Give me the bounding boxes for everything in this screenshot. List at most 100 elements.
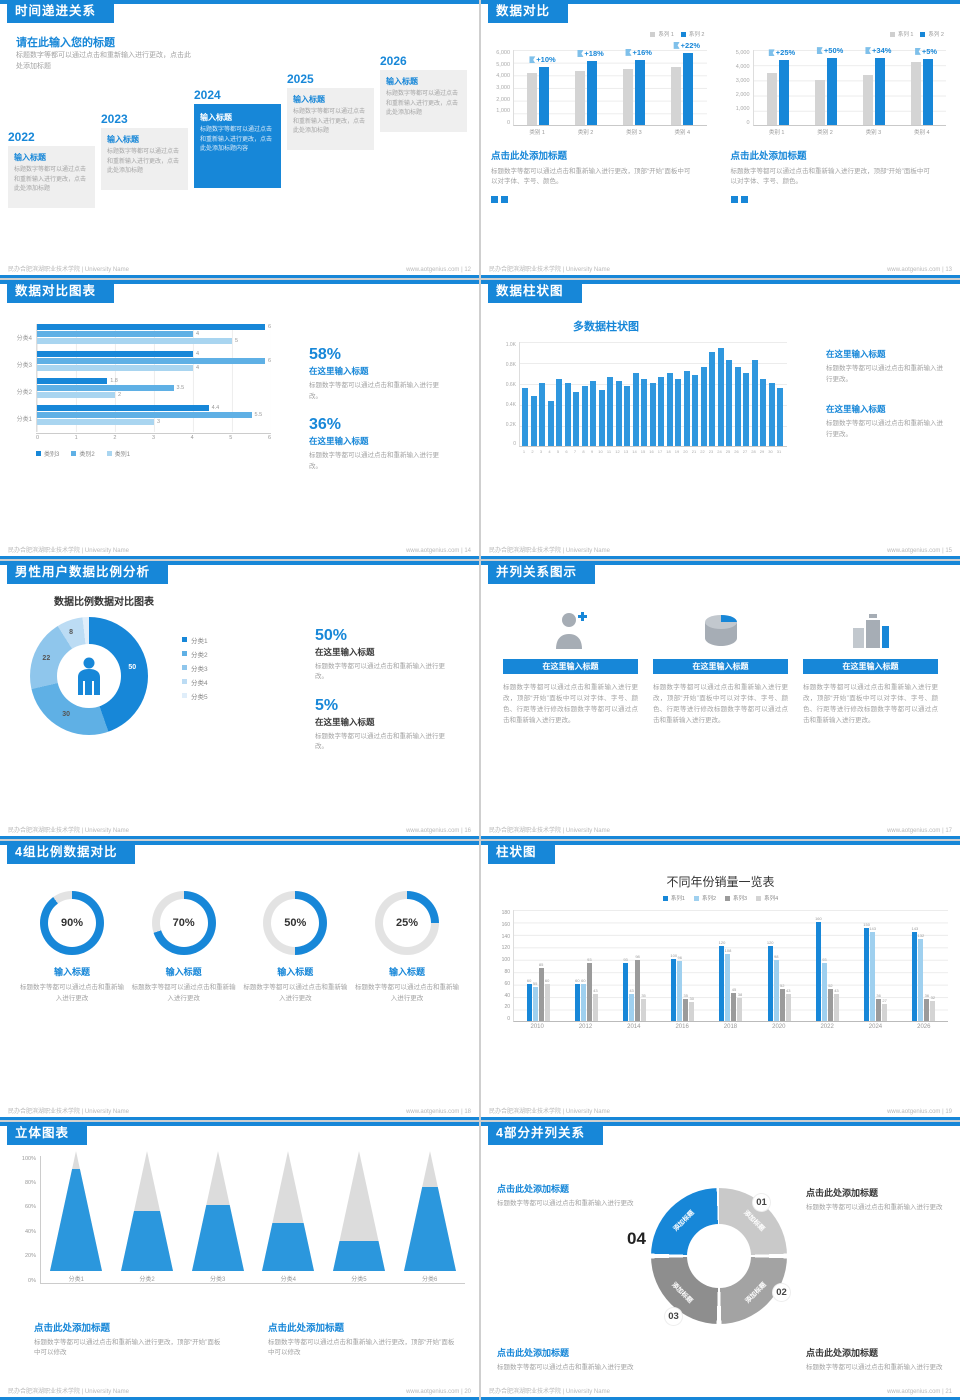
bar <box>632 372 639 447</box>
y-tick: 160 <box>501 921 510 928</box>
bar <box>590 381 596 447</box>
x-tick: 3 <box>151 435 156 442</box>
x-label: 31 <box>776 449 782 455</box>
title-strip <box>0 0 479 4</box>
legend-item: 类别3 <box>36 449 59 458</box>
x-label: 2010 <box>530 1024 544 1031</box>
flag-icon <box>914 47 921 55</box>
bar: 43 <box>592 988 598 1022</box>
value-label: 35 <box>683 993 688 999</box>
card-title: 输入标题 <box>53 967 90 978</box>
slide-data-comparison[interactable]: 数据对比 系列 1 系列 2 6,000 5,000 4,000 3,000 2,000 1,… <box>481 0 960 279</box>
value-label: 96 <box>677 955 682 961</box>
value-label: 4 <box>195 351 200 358</box>
footer-organization: 民办合肥滨湖职业技术学院 | University Name <box>8 267 129 274</box>
cone-shape <box>262 1150 315 1271</box>
bar: 98 <box>635 954 641 1022</box>
bar <box>675 379 681 447</box>
bar: 30 <box>689 996 695 1022</box>
ring-hole <box>382 899 431 948</box>
slice-value: 50 <box>128 664 137 672</box>
y-axis: 100% 80% 60% 40% 20% 0% <box>14 1156 40 1284</box>
slide-content: 添加标题 添加标题 添加标题 添加标题 01 02 03 04 点击此处添加标题 标题数字等都可以… <box>481 1148 960 1385</box>
slide-title: 4部分并列关系 <box>488 1121 603 1145</box>
bar-group: 100 96 35 30 <box>670 953 695 1022</box>
slide-three-d-chart[interactable]: 立体图表 100% 80% 60% 40% 20% 0% 分类1 分类2 分类3 分类4 分类5 分类… <box>0 1121 479 1400</box>
bar: 108 <box>725 948 731 1022</box>
y-tick: 0 <box>507 1016 510 1023</box>
slide-four-ratio-comparison[interactable]: 4组比例数据对比 90% 输入标题 标题数字等都可以通过点击和重新输入进行更改 70%… <box>0 841 479 1120</box>
slide-column-chart[interactable]: 柱状图 不同年份销量一览表 系列1 系列2 系列3 系列4 180 160 140 120 1… <box>481 841 960 1120</box>
cylinder-icon <box>653 609 788 651</box>
y-tick: 80% <box>24 1179 36 1186</box>
slide-data-comparison-chart[interactable]: 数据对比图表 分类4 分类3 分类2 分类1 6 4 5 4 6 4 1.8 3.5 2 4.4 5.5 3 0… <box>0 280 479 559</box>
series2-bar <box>635 59 646 125</box>
step-body: 标题数字等都可以通过点击和重新输入进行更改，点击此处添加标题 <box>107 149 180 175</box>
value-label: 143 <box>869 926 876 932</box>
legend-item: 分类1 <box>182 635 208 645</box>
series2-bar <box>683 52 694 125</box>
section-heading: 请在此输入您的标题 <box>16 37 115 49</box>
ring-percent: 70% <box>172 917 195 930</box>
y-axis: 5,000 4,000 3,000 2,000 1,000 0 <box>731 50 753 126</box>
footer-strip <box>0 555 479 559</box>
bar: 60 <box>544 978 550 1022</box>
legend-item: 系列2 <box>693 894 716 902</box>
step-title: 输入标题 <box>386 77 418 86</box>
footer-strip <box>0 1396 479 1400</box>
slide-male-user-ratio[interactable]: 男性用户数据比例分析 数据比例数据对比图表 50 30 22 8 分类1 分类2 分类3 分… <box>0 560 479 840</box>
block-body: 标题数字等都可以通过点击和重新输入进行更改，顶部“开始”面板中可以修改 <box>268 1338 455 1356</box>
category-labels: 分类4 分类3 分类2 分类1 <box>10 324 36 432</box>
slide-parallel-relationship[interactable]: 并列关系图示 在这里输入标题 标题数字等都可以通过点击和重新输入进行更改，顶部“开… <box>481 560 960 840</box>
slide-content: 系列 1 系列 2 6,000 5,000 4,000 3,000 2,000 1,000 0 +… <box>481 26 960 263</box>
stats-column: 58% 在这里输入标题 标题数字等都可以通过点击和重新输入进行更改。 36% 在这里输入… <box>305 316 479 543</box>
title-strip <box>0 280 479 285</box>
y-tick: 0.4K <box>505 401 516 408</box>
bar-row: 3 <box>37 419 271 426</box>
plot-area: 60 55 85 60 60 60 93 43 93 43 98 35 100 96 35 30 120 108 4… <box>513 910 948 1023</box>
block-title: 点击此处添加标题 <box>268 1322 345 1334</box>
y-tick: 20 <box>504 1004 510 1011</box>
card-body: 标题数字等都可以通过点击和重新输入进行更改 <box>131 984 236 1002</box>
flag-icon <box>529 56 536 64</box>
segment-number: 02 <box>773 1283 790 1301</box>
bar-row: 5.5 <box>37 412 271 419</box>
slide-title: 柱状图 <box>488 841 555 865</box>
bar-group: +34% <box>856 46 892 125</box>
stat-block: 5% 在这里输入标题 标题数字等都可以通过点击和重新输入进行更改。 <box>315 697 465 753</box>
cone: 分类1 <box>50 1150 103 1283</box>
chart-legend: 系列1 系列2 系列3 系列4 <box>481 894 960 902</box>
series1-bar <box>766 73 777 125</box>
stat-percent: 36% <box>309 416 342 434</box>
value-label: 36 <box>876 992 881 998</box>
chart-row: 180 160 140 120 100 80 60 40 20 0 60 55 85 60 60 60 93 43… <box>495 910 948 1023</box>
x-label: 类别 4 <box>674 130 691 136</box>
text-blocks: 在这里输入标题 标题数字等都可以通过点击和重新输入进行更改。 在这里输入标题 标题数字… <box>826 348 944 458</box>
x-axis: 1 2 3 4 5 6 7 8 9 10 11 12 13 14 15 16 17 18 19 20 21 22 23 24 2… <box>521 449 787 454</box>
slide-time-progression[interactable]: 时间递进关系 请在此输入您的标题 标题数字等都可以通过点击和重新输入进行更改，点… <box>0 0 479 279</box>
footer-strip <box>481 555 960 559</box>
bar: 43 <box>833 988 839 1022</box>
slide-data-column-chart[interactable]: 数据柱状图 多数据柱状图 1.0K 0.8K 0.6K 0.4K 0.2K 0 1 2 3 4 5 6… <box>481 280 960 559</box>
x-label: 24 <box>717 449 722 455</box>
ring-hole <box>271 899 320 948</box>
plot-area <box>519 342 787 448</box>
x-label: 类别 2 <box>577 130 594 136</box>
x-label: 4 <box>548 449 551 455</box>
x-axis: 类别 1 类别 2 类别 3 类别 4 <box>513 128 707 136</box>
bar <box>37 412 252 419</box>
slide-content: 90% 输入标题 标题数字等都可以通过点击和重新输入进行更改 70% 输入标题 标题数字等… <box>0 867 479 1104</box>
bar: 43 <box>785 988 791 1022</box>
bar-chart: 5,000 4,000 3,000 2,000 1,000 0 +25% +50% +34% +5… <box>731 46 946 126</box>
block-title: 点击此处添加标题 <box>34 1322 111 1334</box>
bar-chart: 6,000 5,000 4,000 3,000 2,000 1,000 0 +10% +18% +… <box>491 41 707 126</box>
bar: 60 <box>574 978 580 1022</box>
slide-four-part-parallel[interactable]: 4部分并列关系 添加标题 添加标题 添加标题 添加标题 01 02 03 04 点击此处添加标题… <box>481 1121 960 1400</box>
cone: 分类4 <box>262 1150 315 1283</box>
y-tick: 6,000 <box>496 50 510 56</box>
y-tick: 4,000 <box>496 73 510 80</box>
bar-group: +5% <box>904 47 940 125</box>
chart-legend: 类别3 类别2 类别1 <box>36 449 305 458</box>
y-tick: 100% <box>21 1155 36 1162</box>
step-body: 标题数字等都可以通过点击和重新输入进行更改，点击此处添加标题 <box>14 167 87 193</box>
